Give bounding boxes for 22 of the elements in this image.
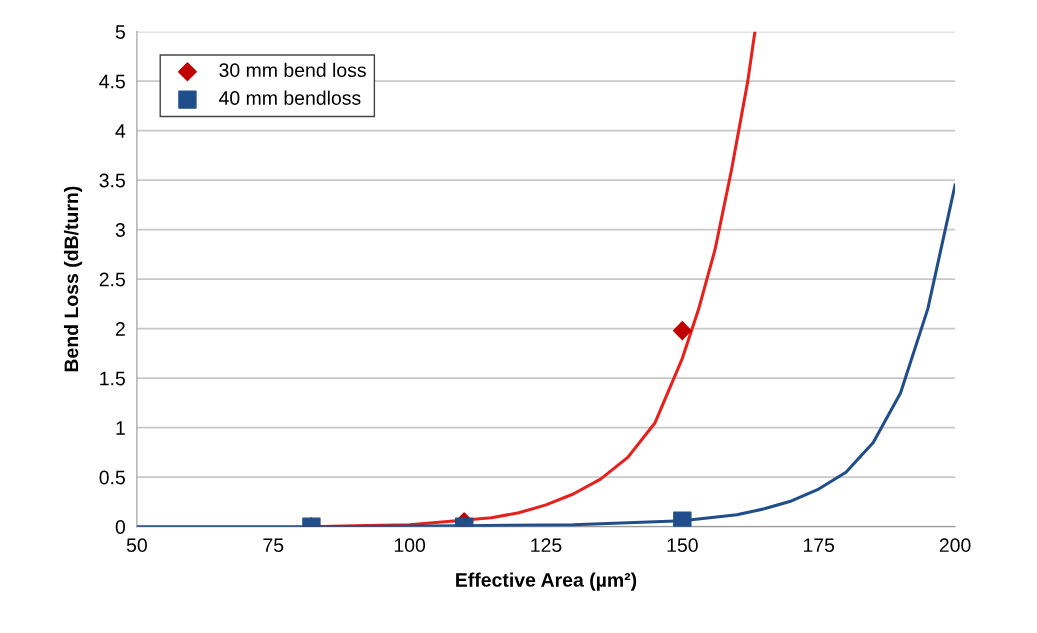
legend-label: 40 mm bendloss bbox=[219, 90, 361, 105]
y-tick-label: 1.5 bbox=[100, 371, 125, 386]
x-tick-label: 100 bbox=[394, 538, 426, 553]
y-tick-label: 5 bbox=[115, 25, 125, 39]
y-tick-label: 4.5 bbox=[99, 74, 125, 89]
x-tick-label: 200 bbox=[939, 538, 971, 553]
x-tick-label: 175 bbox=[803, 538, 835, 553]
y-tick-label: 3 bbox=[115, 223, 125, 237]
legend-label: 30 mm bend loss bbox=[219, 62, 366, 78]
y-tick-label: 1 bbox=[116, 421, 125, 435]
x-tick-label: 125 bbox=[531, 538, 562, 553]
y-tick-label: 0.5 bbox=[99, 470, 125, 485]
y-tick-label: 3.5 bbox=[99, 173, 125, 188]
x-tick-label: 50 bbox=[126, 538, 147, 553]
x-tick-label: 75 bbox=[263, 538, 284, 553]
y-tick-label: 4 bbox=[115, 124, 126, 138]
y-tick-label: 0 bbox=[115, 520, 126, 534]
x-axis-title: Effective Area (µm²) bbox=[456, 572, 637, 591]
x-tick-label: 150 bbox=[667, 538, 698, 553]
y-tick-label: 2 bbox=[115, 322, 125, 336]
y-axis-title: Bend Loss (dB/turn) bbox=[63, 186, 83, 372]
y-tick-label: 2.5 bbox=[99, 272, 125, 287]
